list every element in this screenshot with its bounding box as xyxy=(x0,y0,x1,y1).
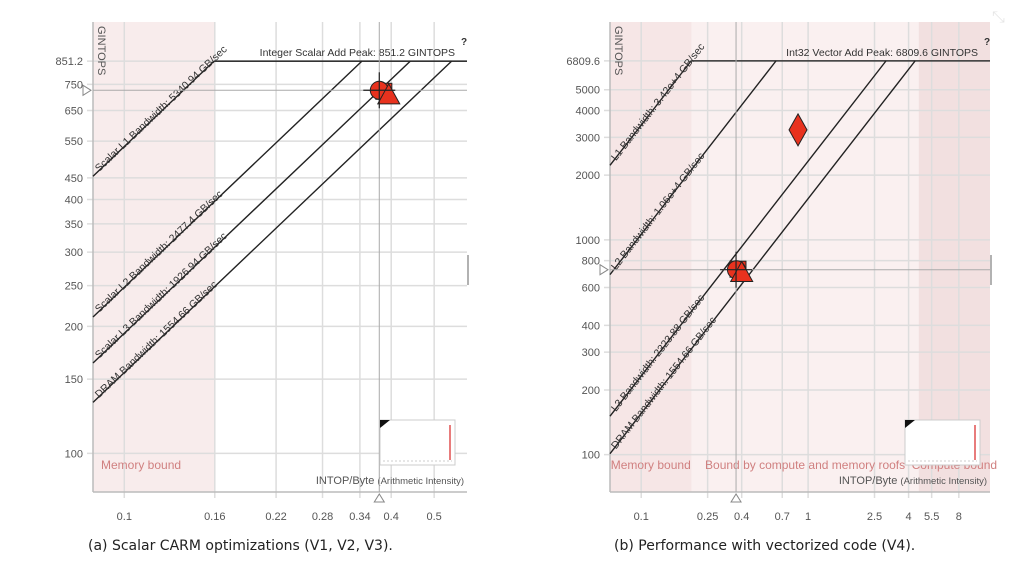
expand-icon[interactable]: ⤡ xyxy=(992,9,1005,26)
x-marker-icon xyxy=(373,493,386,503)
data-point-diamond[interactable] xyxy=(788,112,808,147)
minimap-roof-icon xyxy=(905,420,915,428)
y-tick-label: 250 xyxy=(65,281,83,293)
minimap-roof-icon xyxy=(380,420,390,428)
x-axis-title-suffix: (Arithmetic Intensity) xyxy=(377,476,464,487)
y-tick-label: 2000 xyxy=(576,170,600,182)
y-tick-label: 100 xyxy=(65,448,83,460)
y-marker-icon xyxy=(82,84,92,97)
x-axis-title-suffix: (Arithmetic Intensity) xyxy=(900,476,987,487)
x-tick-label: 0.4 xyxy=(384,511,399,523)
minimap[interactable] xyxy=(379,419,456,466)
y-tick-label: 800 xyxy=(582,256,600,268)
y-tick-label: 300 xyxy=(65,247,83,259)
y-tick-label: 400 xyxy=(582,320,600,332)
data-point-triangle[interactable] xyxy=(376,82,401,105)
x-tick-label: 0.4 xyxy=(734,511,749,523)
y-tick-label: 150 xyxy=(65,374,83,386)
y-tick-label: 1000 xyxy=(576,235,600,247)
x-tick-label: 0.1 xyxy=(634,511,649,523)
y-tick-label: 5000 xyxy=(576,85,600,97)
x-tick-label: 0.22 xyxy=(265,511,286,523)
region-label: Bound by compute and memory roofs xyxy=(705,458,905,472)
x-axis-title: INTOP/Byte (Arithmetic Intensity) xyxy=(839,475,987,487)
x-tick-label: 0.34 xyxy=(349,511,370,523)
y-axis-title: GINTOPS xyxy=(612,26,624,75)
x-tick-label: 0.7 xyxy=(775,511,790,523)
x-tick-label: 0.28 xyxy=(312,511,333,523)
minimap[interactable] xyxy=(904,419,981,466)
x-tick-label: 2.5 xyxy=(867,511,882,523)
memory-roof-line xyxy=(609,60,916,455)
y-tick-label: 300 xyxy=(582,347,600,359)
memory-roof-line xyxy=(92,60,453,403)
x-tick-label: 8 xyxy=(956,511,962,523)
region-2 xyxy=(918,22,990,492)
caption-a: (a) Scalar CARM optimizations (V1, V2, V… xyxy=(88,538,393,554)
x-axis-title: INTOP/Byte (Arithmetic Intensity) xyxy=(316,475,464,487)
chart-b: 6809.6 5000 4000 3000 2000 1000 800 600 400 300 20… xyxy=(566,22,997,523)
y-tick-label: 6809.6 xyxy=(566,56,600,68)
y-marker-icon xyxy=(599,263,609,276)
y-tick-label: 400 xyxy=(65,194,83,206)
y-tick-label: 200 xyxy=(582,385,600,397)
region-0 xyxy=(93,22,215,492)
compute-roof-label: Integer Scalar Add Peak: 851.2 GINTOPS xyxy=(260,47,455,59)
memory-roof-line xyxy=(92,60,215,177)
region-label: Memory bound xyxy=(101,458,181,472)
memory-roof-line xyxy=(92,60,411,364)
y-tick-label: 650 xyxy=(65,106,83,118)
y-tick-label: 350 xyxy=(65,219,83,231)
region-1 xyxy=(691,22,919,492)
minimap-frame xyxy=(379,419,456,466)
y-tick-label: 4000 xyxy=(576,106,600,118)
chart-a: 851.2 750 650 550 450 400 350 300 250 200 150 100 0.… xyxy=(55,22,469,523)
x-tick-label: 0.5 xyxy=(427,511,442,523)
x-tick-label: 1 xyxy=(805,511,811,523)
x-axis-title-main: INTOP/Byte xyxy=(839,475,901,487)
x-tick-label: 4 xyxy=(906,511,912,523)
y-axis-title: GINTOPS xyxy=(95,26,107,75)
caption-b: (b) Performance with vectorized code (V4… xyxy=(614,538,916,554)
y-tick-label: 100 xyxy=(582,450,600,462)
x-marker-icon xyxy=(730,493,742,503)
minimap-frame xyxy=(904,419,981,466)
y-tick-label: 600 xyxy=(582,282,600,294)
x-tick-label: 5.5 xyxy=(924,511,939,523)
y-tick-label: 200 xyxy=(65,321,83,333)
x-tick-label: 0.1 xyxy=(117,511,132,523)
x-axis-title-main: INTOP/Byte xyxy=(316,475,378,487)
help-icon: ? xyxy=(461,37,467,48)
memory-roof-line xyxy=(609,60,777,276)
x-tick-label: 0.25 xyxy=(697,511,718,523)
y-tick-label: 851.2 xyxy=(55,56,83,68)
help-icon: ? xyxy=(984,37,990,48)
y-tick-label: 450 xyxy=(65,173,83,185)
x-tick-label: 0.16 xyxy=(204,511,225,523)
memory-roof-line xyxy=(609,60,887,417)
compute-roof-label: Int32 Vector Add Peak: 6809.6 GINTOPS xyxy=(786,47,978,59)
memory-roof-line xyxy=(92,60,363,318)
memory-roof-line xyxy=(609,60,692,166)
y-tick-label: 3000 xyxy=(576,132,600,144)
y-tick-label: 750 xyxy=(65,79,83,91)
y-tick-label: 550 xyxy=(65,136,83,148)
region-label: Memory bound xyxy=(611,458,691,472)
